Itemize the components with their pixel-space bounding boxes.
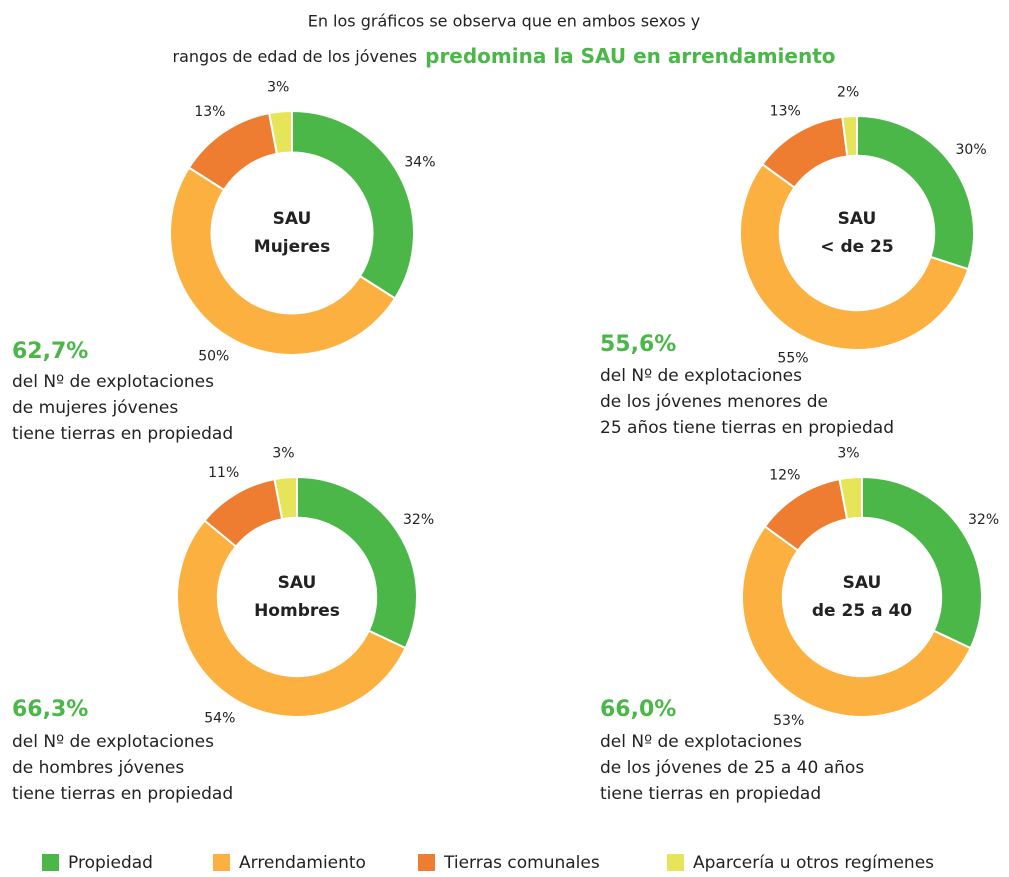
stat-description: del Nº de explotaciones xyxy=(12,372,214,392)
data-label: 54% xyxy=(204,711,235,727)
donut-segment xyxy=(296,475,418,650)
stat-description: 25 años tiene tierras en propiedad xyxy=(600,418,894,438)
stat-description: del Nº de explotaciones xyxy=(600,732,802,752)
center-label: Hombres xyxy=(254,601,340,621)
donut-segment xyxy=(273,475,298,521)
donut-segment xyxy=(267,109,293,156)
data-label: 30% xyxy=(956,142,987,158)
stat-description: del Nº de explotaciones xyxy=(600,366,802,386)
donut-segment xyxy=(838,475,863,521)
stat-value: 66,3% xyxy=(12,697,88,722)
donut-segment xyxy=(291,109,415,300)
donut-segment xyxy=(856,114,975,271)
center-label: SAU xyxy=(278,573,317,593)
legend-swatch xyxy=(667,854,684,871)
legend-label: Propiedad xyxy=(68,853,153,873)
header-highlight: predomina la SAU en arrendamiento xyxy=(425,44,835,68)
data-label: 13% xyxy=(770,104,801,120)
data-label: 55% xyxy=(777,351,808,367)
data-label: 3% xyxy=(837,446,859,462)
legend-swatch xyxy=(42,854,59,871)
data-label: 53% xyxy=(773,713,804,729)
data-label: 50% xyxy=(198,348,229,364)
donut-segment xyxy=(841,114,858,158)
donut-segment xyxy=(861,475,983,650)
center-label: Mujeres xyxy=(254,237,330,257)
stat-description: de mujeres jóvenes xyxy=(12,398,178,418)
donut-segment xyxy=(739,162,970,351)
data-label: 34% xyxy=(404,155,435,171)
stat-description: tiene tierras en propiedad xyxy=(12,424,233,444)
stat-description: de hombres jóvenes xyxy=(12,758,184,778)
header-text: rangos de edad de los jóvenes xyxy=(172,47,417,66)
stat-description: tiene tierras en propiedad xyxy=(600,784,821,804)
data-label: 12% xyxy=(769,467,800,483)
center-label: < de 25 xyxy=(820,237,893,257)
stat-value: 62,7% xyxy=(12,339,88,364)
donut-segment xyxy=(176,519,407,718)
center-label: de 25 a 40 xyxy=(812,601,912,621)
center-label: SAU xyxy=(838,209,877,229)
header-line: rangos de edad de los jóvenes predomina l… xyxy=(172,44,835,68)
data-label: 32% xyxy=(968,512,999,528)
data-label: 3% xyxy=(272,446,294,462)
center-label: SAU xyxy=(843,573,882,593)
stat-value: 66,0% xyxy=(600,697,676,722)
header-line: En los gráficos se observa que en ambos … xyxy=(308,12,701,31)
center-label: SAU xyxy=(273,209,312,229)
data-label: 3% xyxy=(267,80,289,96)
donut-segment xyxy=(741,525,972,718)
stat-value: 55,6% xyxy=(600,332,676,357)
data-label: 11% xyxy=(208,465,239,481)
data-label: 13% xyxy=(194,104,225,120)
legend-swatch xyxy=(213,854,230,871)
legend-label: Arrendamiento xyxy=(239,853,366,873)
stat-description: del Nº de explotaciones xyxy=(12,732,214,752)
legend-swatch xyxy=(418,854,435,871)
data-label: 32% xyxy=(403,512,434,528)
legend-label: Aparcería u otros regímenes xyxy=(693,853,934,873)
legend-label: Tierras comunales xyxy=(443,853,600,873)
stat-description: tiene tierras en propiedad xyxy=(12,784,233,804)
stat-description: de los jóvenes menores de xyxy=(600,392,828,412)
data-label: 2% xyxy=(837,84,859,100)
stat-description: de los jóvenes de 25 a 40 años xyxy=(600,758,864,778)
donut-segment xyxy=(169,166,397,356)
